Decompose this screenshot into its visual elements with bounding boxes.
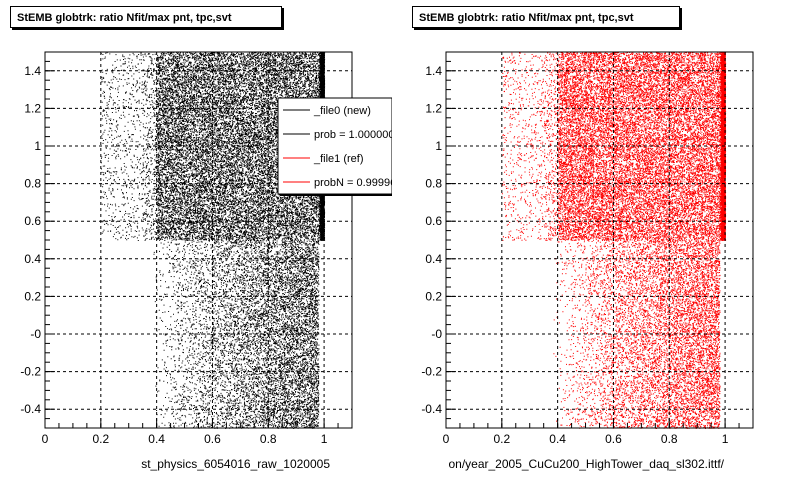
x-tick-label: 0.2 <box>92 432 109 446</box>
y-tick-label: 0.8 <box>425 177 442 191</box>
y-tick-label: -0 <box>431 327 442 341</box>
y-tick-label: 0.2 <box>425 289 442 303</box>
chart-title-right: StEMB globtrk: ratio Nfit/max pnt, tpc,s… <box>412 6 680 28</box>
y-tick-label: 1.4 <box>24 64 41 78</box>
legend-label: _file1 (ref) <box>313 153 364 165</box>
data-points <box>501 52 727 429</box>
legend-label: _file0 (new) <box>313 105 371 117</box>
y-tick-label: 0.6 <box>24 214 41 228</box>
y-tick-label: 1 <box>34 139 41 153</box>
y-tick-label: 0.4 <box>425 252 442 266</box>
y-tick-label: -0.4 <box>421 402 442 416</box>
x-axis-label-right: on/year_2005_CuCu200_HighTower_daq_sl302… <box>448 457 724 471</box>
y-tick-label: 0.8 <box>24 177 41 191</box>
x-tick-label: 0.8 <box>661 432 678 446</box>
y-tick-label: 1.2 <box>24 101 41 115</box>
x-tick-label: 1 <box>321 432 328 446</box>
legend: _file0 (new) prob = 1.000000 _file1 (ref) p… <box>277 97 402 196</box>
y-tick-label: -0 <box>30 327 41 341</box>
x-tick-label: 0.2 <box>493 432 510 446</box>
y-tick-label: 0.4 <box>24 252 41 266</box>
x-tick-label: 0.8 <box>260 432 277 446</box>
x-tick-label: 0.4 <box>148 432 165 446</box>
y-tick-label: -0.2 <box>20 365 41 379</box>
y-tick-label: -0.4 <box>20 402 41 416</box>
y-tick-label: -0.2 <box>421 365 442 379</box>
x-tick-label: 0.6 <box>605 432 622 446</box>
y-tick-label: 0.6 <box>425 214 442 228</box>
x-tick-label: 0.6 <box>204 432 221 446</box>
chart-panel-right: 0 0.2 0.4 0.6 0.8 1 -0.4 -0.2 -0 0.2 0.4 0.6 0.8 1 1.2… <box>421 51 754 446</box>
legend-label: prob = 1.000000 <box>314 129 394 141</box>
x-axis-label-left: st_physics_6054016_raw_1020005 <box>141 457 330 471</box>
y-tick-label: 1.2 <box>425 101 442 115</box>
legend-box <box>277 97 392 195</box>
chart-title-left: StEMB globtrk: ratio Nfit/max pnt, tpc,s… <box>10 6 282 28</box>
y-tick-label: 1 <box>435 139 442 153</box>
x-tick-label: 1 <box>722 432 729 446</box>
x-tick-label: 0 <box>42 432 49 446</box>
legend-label: probN = 0.999962 <box>314 177 402 189</box>
x-tick-label: 0.4 <box>549 432 566 446</box>
x-tick-label: 0 <box>443 432 450 446</box>
y-tick-label: 0.2 <box>24 289 41 303</box>
y-tick-label: 1.4 <box>425 64 442 78</box>
